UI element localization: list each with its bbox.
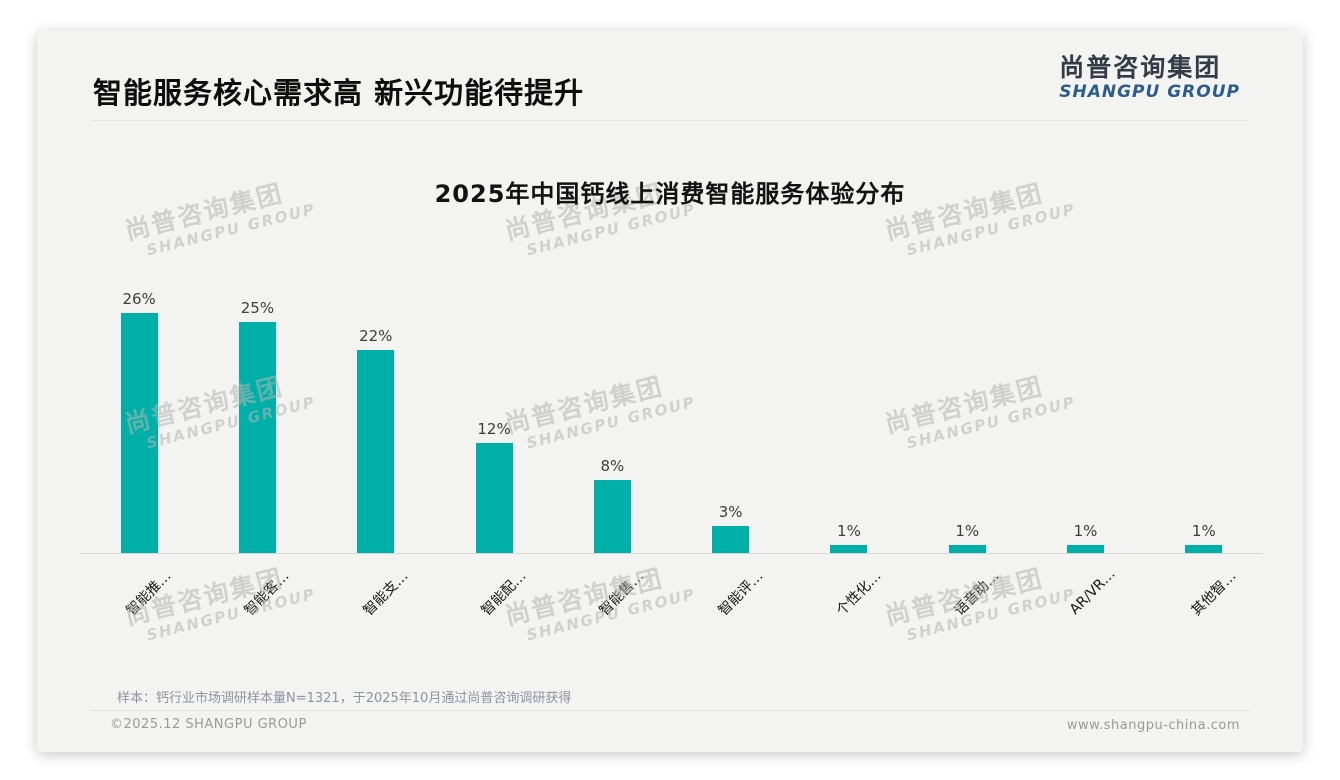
bar-value-label: 12% xyxy=(477,419,511,438)
footer-separator xyxy=(90,710,1250,711)
bar xyxy=(1185,544,1223,554)
axis-label: AR/VR… xyxy=(1066,566,1119,618)
page-title: 智能服务核心需求高 新兴功能待提升 xyxy=(93,76,585,110)
bar-value-label: 25% xyxy=(240,299,275,318)
bar xyxy=(712,526,750,554)
bar-column: 1% xyxy=(790,290,908,554)
bar-column: 8% xyxy=(553,290,671,554)
bar-plot: 26% 25% 22% 12% 8% 3% 1% 1% 1% 1% xyxy=(80,290,1263,554)
bar-value-label: 1% xyxy=(1191,521,1216,540)
bar-column: 12% xyxy=(435,290,553,554)
bar-value-label: 26% xyxy=(122,290,156,308)
bar xyxy=(830,544,868,554)
company-logo: 尚普咨询集团 SHANGPU GROUP xyxy=(1059,53,1240,102)
axis-label: 智能支… xyxy=(360,568,412,620)
bar-value-label: 1% xyxy=(955,521,980,540)
bar xyxy=(475,442,513,554)
bar-column: 1% xyxy=(1145,290,1263,554)
axis-label: 智能配… xyxy=(478,568,530,620)
bar-column: 1% xyxy=(1026,290,1144,554)
axis-label-slot: 其他智… xyxy=(1145,554,1263,654)
axis-label: 智能客… xyxy=(241,568,293,620)
bar-value-label: 1% xyxy=(837,521,861,540)
footer-website: www.shangpu-china.com xyxy=(1066,718,1240,733)
bar-column: 1% xyxy=(908,290,1026,554)
bar xyxy=(593,479,631,554)
sample-footnote: 样本：钙行业市场调研样本量N=1321，于2025年10月通过尚普咨询调研获得 xyxy=(117,691,572,706)
bar xyxy=(120,313,158,554)
axis-label: 语音助… xyxy=(951,568,1003,620)
bar-column: 25% xyxy=(198,290,316,554)
axis-label-slot: 智能客… xyxy=(198,554,316,654)
axis-label-slot: 智能配… xyxy=(435,554,553,654)
axis-label: 智能推… xyxy=(123,568,175,620)
title-separator xyxy=(90,120,1250,121)
bar-column: 22% xyxy=(317,290,435,554)
bar-column: 3% xyxy=(671,290,789,554)
bar xyxy=(1067,544,1105,554)
axis-label-slot: 智能推… xyxy=(80,554,198,654)
axis-label-slot: 语音助… xyxy=(908,554,1026,654)
axis-label-slot: 智能评… xyxy=(671,554,789,654)
axis-label-slot: 智能支… xyxy=(317,554,435,654)
axis-label: 个性化… xyxy=(833,568,885,620)
x-axis-line xyxy=(80,553,1263,554)
bar xyxy=(238,322,276,554)
chart-title: 2025年中国钙线上消费智能服务体验分布 xyxy=(434,180,906,208)
bar-value-label: 22% xyxy=(359,327,393,346)
bar-column: 26% xyxy=(80,290,198,554)
logo-english-text: SHANGPU GROUP xyxy=(1059,81,1240,102)
bar-value-label: 3% xyxy=(718,503,743,522)
logo-chinese-text: 尚普咨询集团 xyxy=(1059,53,1222,82)
axis-label-slot: 个性化… xyxy=(790,554,908,654)
bar xyxy=(948,544,986,554)
bar-value-label: 8% xyxy=(600,456,625,475)
axis-label: 智能售… xyxy=(596,568,648,620)
axis-labels: 智能推… 智能客… 智能支… 智能配… 智能售… 智能评… 个性化… 语音助… AR/VR… 其他… xyxy=(80,554,1263,654)
bar-value-label: 1% xyxy=(1073,521,1098,540)
axis-label-slot: 智能售… xyxy=(553,554,671,654)
axis-label: 其他智… xyxy=(1188,568,1240,620)
axis-label-slot: AR/VR… xyxy=(1026,554,1144,654)
axis-label: 智能评… xyxy=(715,568,767,620)
bar xyxy=(357,350,395,554)
footer-copyright: ©2025.12 SHANGPU GROUP xyxy=(110,717,307,732)
